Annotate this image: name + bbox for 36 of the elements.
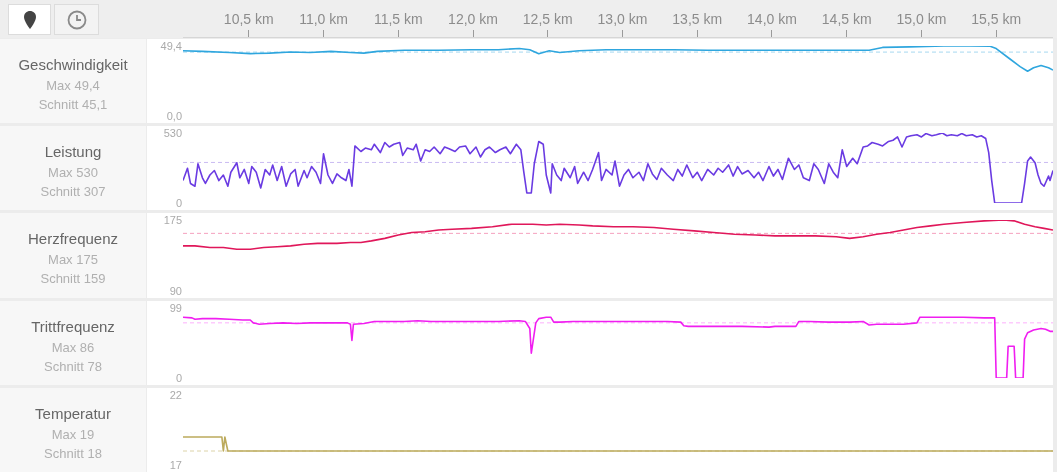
y-tick-label: 17 xyxy=(169,458,182,471)
y-tick-label: 0,0 xyxy=(166,109,182,122)
x-tick-label: 10,5 km xyxy=(223,11,274,28)
x-tick-label: 14,5 km xyxy=(821,11,872,28)
text: Max 49,4 xyxy=(45,78,101,94)
y-tick-label: 0 xyxy=(175,371,182,384)
x-tick-label: 11,5 km xyxy=(373,11,423,28)
y-tick-label: 49,4 xyxy=(160,39,182,52)
text: Max 175 xyxy=(47,252,99,268)
text: Schnitt 159 xyxy=(39,270,107,287)
text: Schnitt 45,1 xyxy=(37,96,109,113)
y-tick-label: 175 xyxy=(163,213,182,226)
y-axis-title: Geschwindigkeit xyxy=(17,56,129,74)
x-tick-label: 12,0 km xyxy=(448,11,498,28)
text: Max 530 xyxy=(47,165,99,181)
x-tick-label: 11,0 km xyxy=(299,11,348,28)
x-tick-label: 15,0 km xyxy=(896,11,947,28)
y-axis-title: Leistung xyxy=(43,143,103,161)
text: Schnitt 78 xyxy=(43,358,103,375)
y-tick-label: 99 xyxy=(169,301,182,314)
x-tick-label: 14,0 km xyxy=(747,11,797,28)
y-axis-title: Temperatur xyxy=(34,405,112,423)
y-axis-title: Trittfrequenz xyxy=(30,318,116,336)
text: Max 86 xyxy=(50,340,96,356)
y-tick-label: 0 xyxy=(175,196,182,209)
x-tick-label: 12,5 km xyxy=(522,11,573,28)
y-tick-label: 530 xyxy=(163,126,182,139)
x-tick-label: 13,0 km xyxy=(597,11,648,28)
y-tick-label: 22 xyxy=(169,388,182,401)
y-axis-title: Herzfrequenz xyxy=(26,230,119,248)
text: Schnitt 18 xyxy=(43,445,103,462)
y-tick-label: 90 xyxy=(169,284,182,297)
text: Max 19 xyxy=(50,427,96,443)
text: Schnitt 307 xyxy=(39,183,107,200)
x-tick-label: 15,5 km xyxy=(971,11,1022,28)
x-tick-label: 13,5 km xyxy=(672,11,723,28)
